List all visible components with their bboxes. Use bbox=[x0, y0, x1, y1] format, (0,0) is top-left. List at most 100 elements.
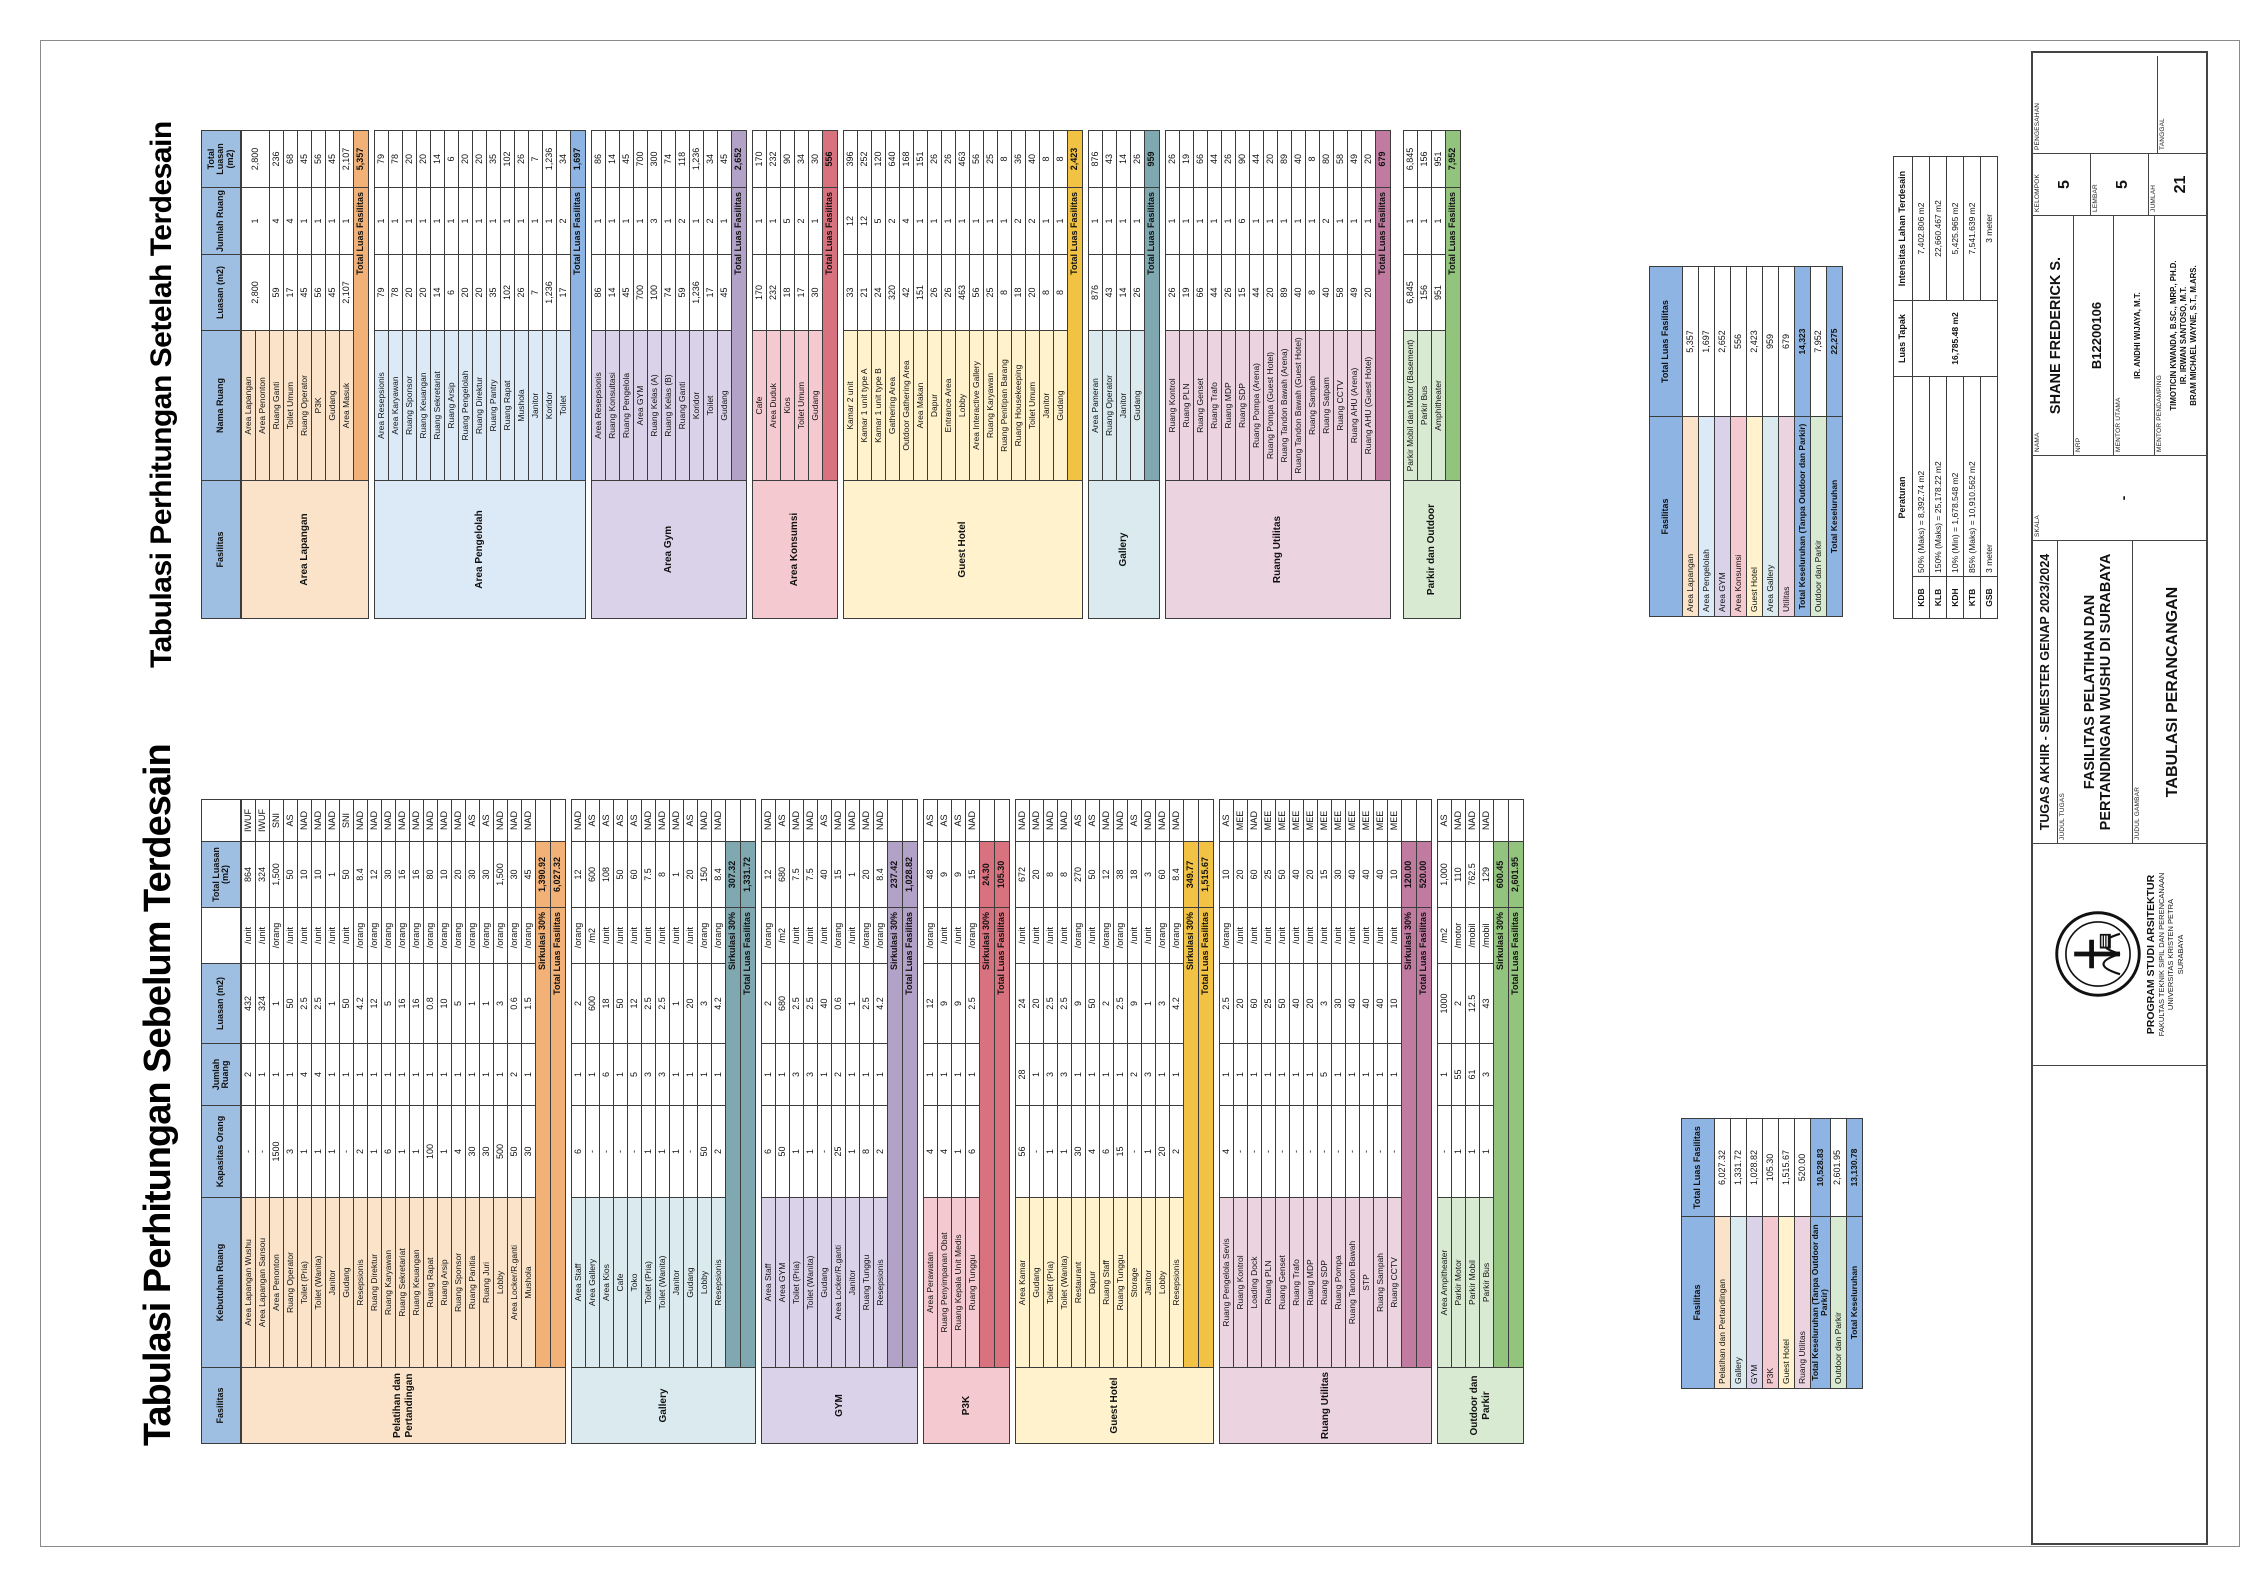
total-luasan-cell: 108 bbox=[599, 841, 614, 908]
luasan-cell: 17 bbox=[794, 254, 809, 331]
luasan-cell: 14 bbox=[1116, 254, 1131, 331]
kapasitas-cell: - bbox=[1233, 1105, 1248, 1198]
jumlah-cell: 1 bbox=[269, 1043, 284, 1106]
total-luasan-cell: 15 bbox=[965, 841, 980, 908]
total-row-value: 6,027.32 bbox=[550, 841, 566, 908]
jumlah-cell: 1 bbox=[500, 187, 515, 255]
jumlah-cell: 1 bbox=[873, 1043, 888, 1106]
jumlah-cell: 1 bbox=[1249, 187, 1264, 255]
regulation-value-cell: 150% (Maks) = 25,178.22 m2 bbox=[1929, 376, 1947, 577]
luasan-cell: 1.5 bbox=[521, 963, 536, 1044]
room-name-cell: Ruang Sekretariat bbox=[395, 1197, 410, 1368]
room-name-cell: Ruang Direktur bbox=[367, 1197, 382, 1368]
petra-university-logo bbox=[2055, 911, 2141, 998]
total-luasan-cell: 600 bbox=[585, 841, 600, 908]
total-luasan-cell: 1,500 bbox=[269, 841, 284, 908]
jumlah-cell: 1 bbox=[1387, 1043, 1402, 1106]
total-luasan-cell: 7 bbox=[528, 130, 543, 188]
blank-cell bbox=[725, 799, 741, 842]
total-row: Total Luas Fasilitas 1,515.67 bbox=[1198, 799, 1214, 1444]
standard-source-cell: NAD bbox=[1029, 799, 1044, 842]
room-row: Area Gym Area Resepsionis 86 1 86 bbox=[591, 130, 747, 619]
room-row: Restaurant 30 1 9/orang 270 AS bbox=[1071, 799, 1086, 1444]
total-luasan-cell: 45 bbox=[619, 130, 634, 188]
skala-label: SKALA bbox=[2034, 515, 2041, 537]
judul-tugas: FASILITAS PELATIHAN DAN PERTANDINGAN WUS… bbox=[2081, 553, 2115, 831]
room-name-cell: Gudang bbox=[1130, 330, 1145, 481]
room-row: Gudang -1 20/unit 20 AS bbox=[683, 799, 698, 1444]
skala-value: - bbox=[2115, 495, 2131, 501]
facility-name-cell: GYM bbox=[1746, 1216, 1763, 1389]
jumlah-cell: 1 bbox=[451, 1043, 466, 1106]
kapasitas-cell: 1 bbox=[1479, 1105, 1494, 1198]
standard-source-cell: MEE bbox=[1289, 799, 1304, 842]
luasan-cell: 59 bbox=[675, 254, 690, 331]
facility-group-label: Parkir dan Outdoor bbox=[1403, 480, 1461, 619]
room-name-cell: Ruang AHU (Arena) bbox=[1347, 330, 1362, 481]
luasan-cell: 16 bbox=[409, 963, 424, 1044]
facility-total-cell: 520.00 bbox=[1794, 1118, 1811, 1217]
kapasitas-cell: - bbox=[1029, 1105, 1044, 1198]
luasan-cell: 3 bbox=[697, 963, 712, 1044]
total-luasan-cell: 38 bbox=[1113, 841, 1128, 908]
standard-source-cell: MEE bbox=[1233, 799, 1248, 842]
room-name-cell: Ruang Genset bbox=[1193, 330, 1208, 481]
unit-cell: /orang bbox=[493, 907, 508, 964]
room-row: Ruang Trafo -1 40/unit 40 MEE bbox=[1289, 799, 1304, 1444]
unit-cell: /unit bbox=[1029, 907, 1044, 964]
room-row: Ruang Genset -1 50/unit 50 MEE bbox=[1275, 799, 1290, 1444]
jumlah-cell: 1 bbox=[1263, 187, 1278, 255]
sirkulasi-value: 307.32 bbox=[725, 841, 741, 908]
luasan-cell: 18 bbox=[599, 963, 614, 1044]
total-luasan-cell: 60 bbox=[1155, 841, 1170, 908]
standard-source-cell: AS bbox=[683, 799, 698, 842]
room-name-cell: Ruang Operator bbox=[283, 1197, 298, 1368]
standard-source-cell: NAD bbox=[831, 799, 846, 842]
standard-source-cell: NAD bbox=[423, 799, 438, 842]
total-luasan-cell: 49 bbox=[1347, 130, 1362, 188]
total-luasan-cell: 15 bbox=[831, 841, 846, 908]
total-luasan-cell: 26 bbox=[1221, 130, 1236, 188]
facility-group-label: Ruang Utilitas bbox=[1165, 480, 1391, 619]
room-name-cell: Area Staff bbox=[761, 1197, 776, 1368]
luasan-cell: 1 bbox=[269, 963, 284, 1044]
room-row: Resepsionis 2 1 4.2/orang 8.4 NAD bbox=[873, 799, 888, 1444]
kota: SURABAYA bbox=[2175, 934, 2185, 975]
jumlah-cell: 1 bbox=[1431, 187, 1446, 255]
kapasitas-cell: 1 bbox=[951, 1105, 966, 1198]
room-name-cell: Dapur bbox=[1085, 1197, 1100, 1368]
jumlah-cell: 1 bbox=[752, 187, 767, 255]
unit-cell: /unit bbox=[845, 907, 860, 964]
luasan-cell: 17 bbox=[283, 254, 298, 331]
jumlah-cell: 1 bbox=[1305, 187, 1320, 255]
unit-cell: /orang bbox=[381, 907, 396, 964]
jumlah-cell: 4 bbox=[311, 1043, 326, 1106]
luasan-cell: 12 bbox=[627, 963, 642, 1044]
luasan-cell: 8 bbox=[997, 254, 1012, 331]
unit-cell: /unit bbox=[803, 907, 818, 964]
luasan-cell: 6,845 bbox=[1403, 254, 1418, 331]
standard-source-cell: AS bbox=[613, 799, 628, 842]
unit-cell: /orang bbox=[353, 907, 368, 964]
jumlah-cell: 1 bbox=[437, 1043, 452, 1106]
regulation-code-cell: GSB bbox=[1980, 576, 1998, 619]
standard-source-cell: AS bbox=[1071, 799, 1086, 842]
jumlah-cell: 1 bbox=[1247, 1043, 1262, 1106]
peraturan-row: GSB 3 meter 3 meter bbox=[1980, 156, 1998, 619]
jumlah-cell: 1 bbox=[941, 187, 956, 255]
luasan-cell: 45 bbox=[717, 254, 732, 331]
luasan-cell: 43 bbox=[1102, 254, 1117, 331]
room-name-cell: Area Duduk bbox=[766, 330, 781, 481]
kapasitas-cell: - bbox=[1359, 1105, 1374, 1198]
jumlah-cell: 1 bbox=[585, 1043, 600, 1106]
sirkulasi-label: Sirkulasi 30% bbox=[1401, 907, 1417, 1368]
sirkulasi-label: Sirkulasi 30% bbox=[1493, 907, 1509, 1368]
kapasitas-cell: 1 bbox=[789, 1105, 804, 1198]
kapasitas-cell: 1 bbox=[409, 1105, 424, 1198]
luasan-cell: 876 bbox=[1088, 254, 1103, 331]
total-luasan-cell: 26 bbox=[514, 130, 529, 188]
luasan-cell: 20 bbox=[402, 254, 417, 331]
unit-cell: /orang bbox=[451, 907, 466, 964]
total-row-label: Total Luas Fasilitas bbox=[570, 187, 586, 481]
summary-total-row: Total Keseluruhan (Tanpa Outdoor dan Par… bbox=[1810, 1118, 1831, 1389]
